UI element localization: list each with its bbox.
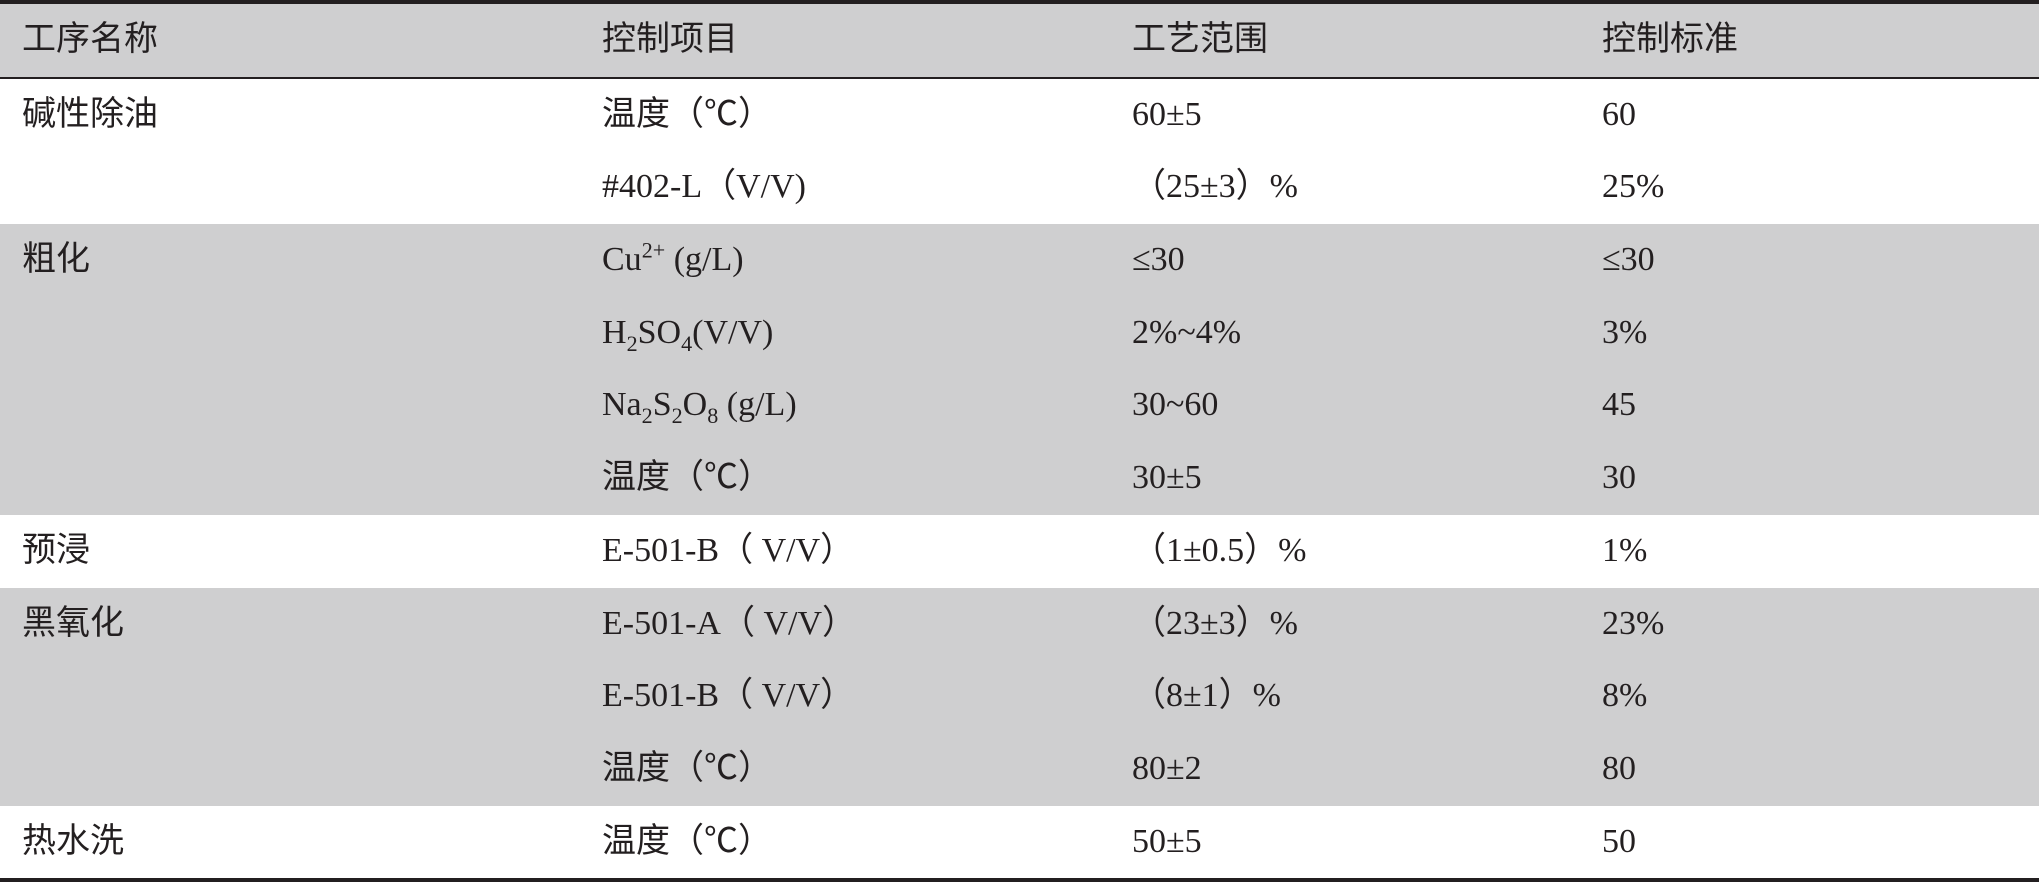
process-parameters-table: 工序名称 控制项目 工艺范围 控制标准 碱性除油温度（℃）60±560#402-… bbox=[0, 0, 2039, 882]
table-cell: 黑氧化 bbox=[0, 588, 580, 661]
table-cell: 温度（℃） bbox=[580, 733, 1110, 806]
table-cell bbox=[0, 297, 580, 370]
table-cell: 30 bbox=[1580, 442, 2039, 515]
table-cell: 60±5 bbox=[1110, 78, 1580, 152]
table-cell: 80±2 bbox=[1110, 733, 1580, 806]
table-cell: #402-L（V/V) bbox=[580, 151, 1110, 224]
table-cell: 热水洗 bbox=[0, 806, 580, 881]
table-cell bbox=[0, 369, 580, 442]
table-cell: E-501-B（ V/V） bbox=[580, 515, 1110, 588]
table-cell: 3% bbox=[1580, 297, 2039, 370]
col-header-control-standard: 控制标准 bbox=[1580, 2, 2039, 78]
table-cell: H2SO4(V/V) bbox=[580, 297, 1110, 370]
table-cell: 30±5 bbox=[1110, 442, 1580, 515]
col-header-process-name: 工序名称 bbox=[0, 2, 580, 78]
table-cell: ≤30 bbox=[1580, 224, 2039, 297]
table-row: 黑氧化E-501-A（ V/V）（23±3）%23% bbox=[0, 588, 2039, 661]
col-header-process-range: 工艺范围 bbox=[1110, 2, 1580, 78]
table-cell: 温度（℃） bbox=[580, 806, 1110, 881]
table-row: 预浸E-501-B（ V/V）（1±0.5）%1% bbox=[0, 515, 2039, 588]
table-row: 温度（℃）80±280 bbox=[0, 733, 2039, 806]
table-cell: 30~60 bbox=[1110, 369, 1580, 442]
table-row: #402-L（V/V)（25±3）%25% bbox=[0, 151, 2039, 224]
table-cell: 60 bbox=[1580, 78, 2039, 152]
table-cell: （1±0.5）% bbox=[1110, 515, 1580, 588]
table-cell: 23% bbox=[1580, 588, 2039, 661]
table-row: 粗化Cu2+ (g/L)≤30≤30 bbox=[0, 224, 2039, 297]
table-cell: 80 bbox=[1580, 733, 2039, 806]
table-cell: 温度（℃） bbox=[580, 442, 1110, 515]
table-cell bbox=[0, 733, 580, 806]
table-body: 碱性除油温度（℃）60±560#402-L（V/V)（25±3）%25%粗化Cu… bbox=[0, 78, 2039, 881]
col-header-control-item: 控制项目 bbox=[580, 2, 1110, 78]
table-cell: 温度（℃） bbox=[580, 78, 1110, 152]
table-header-row: 工序名称 控制项目 工艺范围 控制标准 bbox=[0, 2, 2039, 78]
table-row: Na2S2O8 (g/L)30~6045 bbox=[0, 369, 2039, 442]
table-cell: 45 bbox=[1580, 369, 2039, 442]
table-cell: 碱性除油 bbox=[0, 78, 580, 152]
table-cell: 1% bbox=[1580, 515, 2039, 588]
table-cell: E-501-A（ V/V） bbox=[580, 588, 1110, 661]
table-cell bbox=[0, 151, 580, 224]
table-cell: （25±3）% bbox=[1110, 151, 1580, 224]
table-row: E-501-B（ V/V）（8±1）%8% bbox=[0, 660, 2039, 733]
table-cell: Na2S2O8 (g/L) bbox=[580, 369, 1110, 442]
table-row: 碱性除油温度（℃）60±560 bbox=[0, 78, 2039, 152]
table-cell: 预浸 bbox=[0, 515, 580, 588]
table-row: H2SO4(V/V)2%~4%3% bbox=[0, 297, 2039, 370]
table-cell: 50±5 bbox=[1110, 806, 1580, 881]
table-cell: 50 bbox=[1580, 806, 2039, 881]
table-cell: E-501-B（ V/V） bbox=[580, 660, 1110, 733]
table-cell: Cu2+ (g/L) bbox=[580, 224, 1110, 297]
table-cell bbox=[0, 442, 580, 515]
table-cell: 粗化 bbox=[0, 224, 580, 297]
table-cell: （23±3）% bbox=[1110, 588, 1580, 661]
table-cell: 2%~4% bbox=[1110, 297, 1580, 370]
table-cell: 25% bbox=[1580, 151, 2039, 224]
table-cell bbox=[0, 660, 580, 733]
table-cell: 8% bbox=[1580, 660, 2039, 733]
table-row: 温度（℃）30±530 bbox=[0, 442, 2039, 515]
table-cell: （8±1）% bbox=[1110, 660, 1580, 733]
table-cell: ≤30 bbox=[1110, 224, 1580, 297]
table-row: 热水洗温度（℃）50±550 bbox=[0, 806, 2039, 881]
